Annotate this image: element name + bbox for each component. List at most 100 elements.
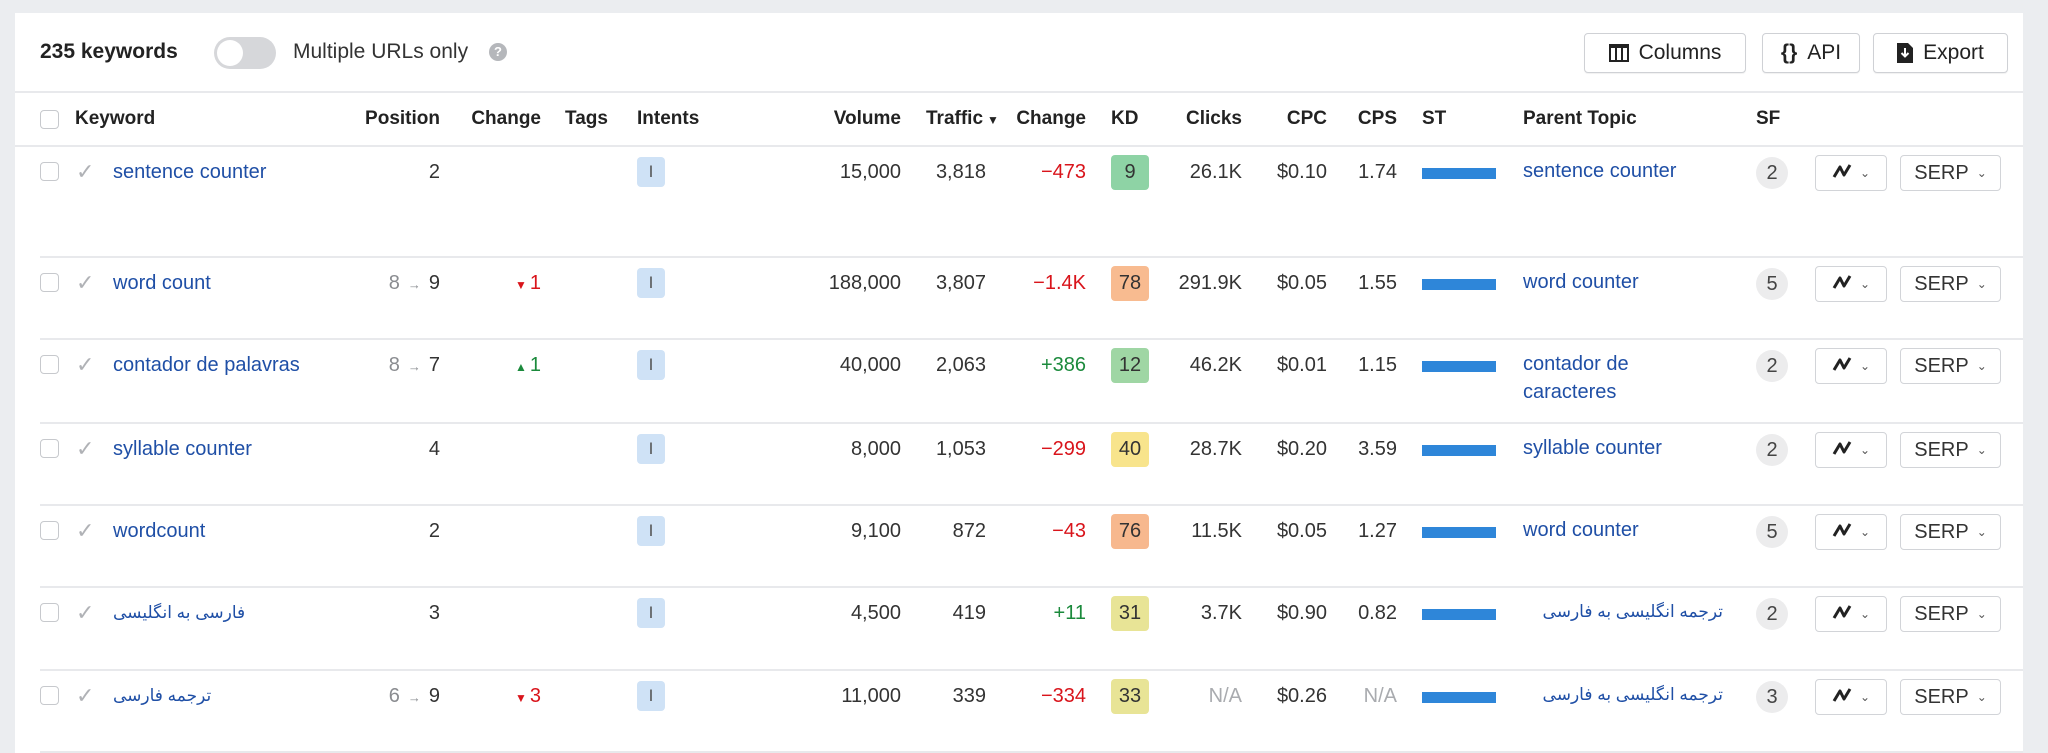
keyword-link[interactable]: syllable counter — [113, 438, 252, 460]
sort-desc-icon: ▼ — [987, 113, 999, 127]
arrow-right-icon: → — [407, 359, 421, 374]
intent-badge: I — [637, 516, 665, 546]
serp-button[interactable]: SERP ⌄ — [1900, 596, 2001, 632]
position-cell: 8 → 7 — [340, 350, 440, 382]
position-cell: 8 → 9 — [340, 268, 440, 300]
parent-topic-link[interactable]: syllable counter — [1523, 437, 1662, 459]
cps-cell: 1.27 — [1358, 520, 1397, 542]
help-icon[interactable]: ? — [489, 43, 507, 61]
col-cpc[interactable]: CPC — [1286, 108, 1327, 129]
trend-line-icon — [1832, 274, 1852, 295]
col-change[interactable]: Change — [471, 108, 541, 129]
keyword-link[interactable]: contador de palavras — [113, 354, 300, 376]
keyword-link[interactable]: wordcount — [113, 520, 206, 542]
check-icon: ✓ — [76, 518, 95, 543]
parent-topic-link[interactable]: word counter — [1523, 519, 1639, 541]
row-checkbox[interactable] — [40, 273, 59, 292]
serp-features-count[interactable]: 2 — [1756, 434, 1788, 466]
check-icon: ✓ — [76, 270, 95, 295]
current-position: 3 — [428, 602, 440, 624]
col-volume[interactable]: Volume — [833, 108, 901, 129]
intent-badge: I — [637, 681, 665, 711]
keyword-link[interactable]: sentence counter — [113, 161, 267, 183]
trend-chart-button[interactable]: ⌄ — [1815, 266, 1887, 302]
col-kd[interactable]: KD — [1111, 108, 1139, 129]
serp-features-count[interactable]: 2 — [1756, 350, 1788, 382]
chevron-down-icon: ⌄ — [1859, 607, 1871, 621]
col-clicks[interactable]: Clicks — [1186, 108, 1242, 129]
table-row: ✓ فارسی به انگلیسی 3 I 4,500 419 +11 31 3.7K $0.9… — [40, 586, 2023, 671]
row-checkbox[interactable] — [40, 686, 59, 705]
cps-cell: 1.15 — [1358, 354, 1397, 376]
parent-topic-link[interactable]: word counter — [1523, 271, 1639, 293]
col-position[interactable]: Position — [365, 108, 440, 129]
arrow-right-icon: → — [407, 277, 421, 292]
traffic-cell: 3,807 — [935, 272, 986, 294]
col-st[interactable]: ST — [1422, 108, 1447, 129]
serp-trend-bar — [1422, 527, 1496, 538]
traffic-change-cell: −43 — [1052, 520, 1086, 542]
col-sf[interactable]: SF — [1756, 108, 1781, 129]
serp-features-count[interactable]: 5 — [1756, 268, 1788, 300]
kd-badge: 12 — [1111, 348, 1149, 383]
intent-badge: I — [637, 434, 665, 464]
parent-topic-link[interactable]: contador de caracteres — [1523, 353, 1629, 403]
row-checkbox[interactable] — [40, 162, 59, 181]
serp-features-count[interactable]: 2 — [1756, 598, 1788, 630]
col-traffic-change[interactable]: Change — [1016, 108, 1086, 129]
position-change: ▲ 1 — [471, 350, 541, 382]
export-button[interactable]: Export — [1873, 33, 2008, 73]
trend-chart-button[interactable]: ⌄ — [1815, 679, 1887, 715]
serp-features-count[interactable]: 3 — [1756, 681, 1788, 713]
chevron-down-icon: ⌄ — [1976, 277, 1987, 291]
keyword-link[interactable]: فارسی به انگلیسی — [113, 603, 246, 622]
serp-button[interactable]: SERP ⌄ — [1900, 432, 2001, 468]
check-icon: ✓ — [76, 683, 95, 708]
keyword-link[interactable]: word count — [113, 272, 211, 294]
keyword-link[interactable]: ترجمه فارسی — [113, 686, 212, 705]
select-all-checkbox[interactable] — [40, 110, 59, 129]
serp-label: SERP — [1914, 685, 1969, 708]
serp-trend-bar — [1422, 168, 1496, 179]
volume-cell: 40,000 — [839, 354, 901, 376]
parent-topic-link[interactable]: ترجمه انگلیسی به فارسی — [1542, 685, 1723, 704]
col-tags[interactable]: Tags — [565, 108, 608, 129]
position-change-value: 1 — [529, 272, 541, 294]
serp-features-count[interactable]: 5 — [1756, 516, 1788, 548]
trend-line-icon — [1832, 440, 1852, 461]
row-checkbox[interactable] — [40, 603, 59, 622]
table-row: ✓ ترجمه فارسی 6 → 9 ▼ 3 I 11,000 339 −334 33 N/A $0.2… — [40, 669, 2023, 753]
trend-chart-button[interactable]: ⌄ — [1815, 155, 1887, 191]
columns-button[interactable]: Columns — [1584, 33, 1746, 73]
trend-chart-button[interactable]: ⌄ — [1815, 432, 1887, 468]
serp-button[interactable]: SERP ⌄ — [1900, 155, 2001, 191]
col-cps[interactable]: CPS — [1357, 108, 1397, 129]
serp-button[interactable]: SERP ⌄ — [1900, 514, 2001, 550]
parent-topic-link[interactable]: ترجمه انگلیسی به فارسی — [1542, 602, 1723, 621]
trend-chart-button[interactable]: ⌄ — [1815, 596, 1887, 632]
parent-topic-link[interactable]: sentence counter — [1523, 160, 1677, 182]
trend-chart-button[interactable]: ⌄ — [1815, 514, 1887, 550]
multiple-urls-toggle[interactable] — [214, 37, 276, 69]
arrow-right-icon: → — [407, 690, 421, 705]
serp-button[interactable]: SERP ⌄ — [1900, 679, 2001, 715]
table-row: ✓ word count 8 → 9 ▼ 1 I 188,000 3,807 −1.4K 78 291.… — [40, 256, 2023, 340]
table-header: Keyword Position Change Tags Intents Vol… — [15, 93, 2023, 147]
intent-badge: I — [637, 350, 665, 380]
col-parent-topic[interactable]: Parent Topic — [1523, 108, 1637, 129]
col-intents[interactable]: Intents — [637, 108, 700, 129]
trend-chart-button[interactable]: ⌄ — [1815, 348, 1887, 384]
col-keyword[interactable]: Keyword — [75, 108, 156, 129]
api-button[interactable]: {} API — [1762, 33, 1860, 73]
position-cell: 2 — [340, 157, 440, 187]
cpc-cell: $0.90 — [1276, 602, 1327, 624]
check-icon: ✓ — [76, 600, 95, 625]
serp-button[interactable]: SERP ⌄ — [1900, 266, 2001, 302]
row-checkbox[interactable] — [40, 521, 59, 540]
triangle-down-icon: ▼ — [514, 278, 527, 292]
serp-button[interactable]: SERP ⌄ — [1900, 348, 2001, 384]
row-checkbox[interactable] — [40, 439, 59, 458]
serp-features-count[interactable]: 2 — [1756, 157, 1788, 189]
row-checkbox[interactable] — [40, 355, 59, 374]
col-traffic[interactable]: Traffic ▼ — [926, 104, 999, 135]
